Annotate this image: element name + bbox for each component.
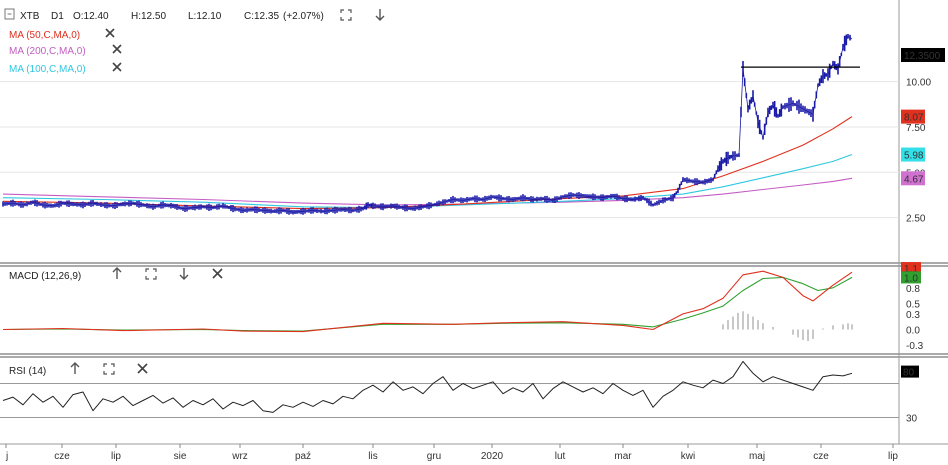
macd-tick-label: 0.5 [906,299,920,310]
axis-layer: 2.505.007.5010.0012.35008.075.984.670.80… [5,48,945,462]
price-badge [901,171,925,186]
change-value: (+2.07%) [283,11,324,22]
rsi-badge-label: 80 [903,368,915,379]
legend-ma200-label[interactable]: MA (200,C,MA,0) [9,46,86,57]
price-panel [2,33,860,215]
macd-tick-label: -0.3 [906,341,924,352]
price-tick-label: 7.50 [906,123,926,134]
legend-ma50-label[interactable]: MA (50,C,MA,0) [9,30,80,41]
macd-badge [901,262,921,275]
high-value: H:12.50 [131,11,166,22]
x-tick-label: j [5,451,8,462]
close-icon[interactable] [212,268,223,279]
x-tick-label: maj [749,451,765,462]
macd-tick-label: 0.0 [906,326,920,337]
macd-badge [901,271,921,284]
x-tick-label: sie [174,451,187,462]
x-tick-label: gru [427,451,441,462]
price-line [2,35,853,213]
price-badge-label: 8.07 [904,113,924,124]
macd-panel [2,270,853,342]
move-down-icon[interactable] [179,268,189,280]
move-up-icon[interactable] [112,267,122,279]
close-value: C:12.35 [244,11,279,22]
x-tick-label: lip [888,451,898,462]
interval-label: D1 [51,11,64,22]
symbol-label: XTB [20,11,40,22]
price-badge [901,147,925,162]
remove-ma50-icon[interactable] [105,28,115,38]
rsi-tick-label: 30 [906,414,918,425]
collapse-icon[interactable] [4,8,15,20]
move-up-icon[interactable] [70,362,80,374]
move-down-icon[interactable] [375,9,385,21]
x-tick-label: wrz [231,451,248,462]
x-tick-label: 2020 [481,451,504,462]
remove-ma100-icon[interactable] [112,62,122,72]
price-tick-label: 2.50 [906,214,926,225]
x-tick-label: kwi [681,451,695,462]
x-tick-label: paź [295,451,311,462]
ma200-line [2,177,853,206]
x-tick-label: cze [54,451,70,462]
macd-title: MACD (12,26,9) [9,271,81,282]
price-badge [901,109,925,124]
fullscreen-icon[interactable] [103,363,115,375]
collapse-toggle[interactable] [4,8,15,20]
rsi-line [2,360,853,413]
low-value: L:12.10 [188,11,222,22]
grid-layer [0,81,899,418]
macd-badge-label: 1.1 [904,264,918,275]
legend-ma100-label[interactable]: MA (100,C,MA,0) [9,64,86,75]
x-tick-label: lis [368,451,377,462]
price-badge-label: 4.67 [904,174,924,185]
price-badge-label: 12.3500 [904,51,941,62]
fullscreen-icon[interactable] [145,268,157,280]
macd-badge-label: 1.0 [904,273,918,284]
price-badge [901,48,945,62]
remove-ma200-icon[interactable] [112,44,122,54]
x-tick-label: mar [614,451,632,462]
open-value: O:12.40 [73,11,109,22]
macd-tick-label: 0.8 [906,284,920,295]
price-badge-label: 5.98 [904,151,924,162]
rsi-badge [901,365,919,378]
macd-tick-label: 0.3 [906,310,920,321]
x-tick-label: lip [111,451,121,462]
x-tick-label: cze [813,451,829,462]
macd-line [2,270,853,333]
fullscreen-icon[interactable] [340,9,352,21]
price-tick-label: 10.00 [906,78,931,89]
rsi-title: RSI (14) [9,366,46,377]
rsi-panel [2,360,853,413]
x-tick-label: lut [555,451,566,462]
close-icon[interactable] [137,363,148,374]
